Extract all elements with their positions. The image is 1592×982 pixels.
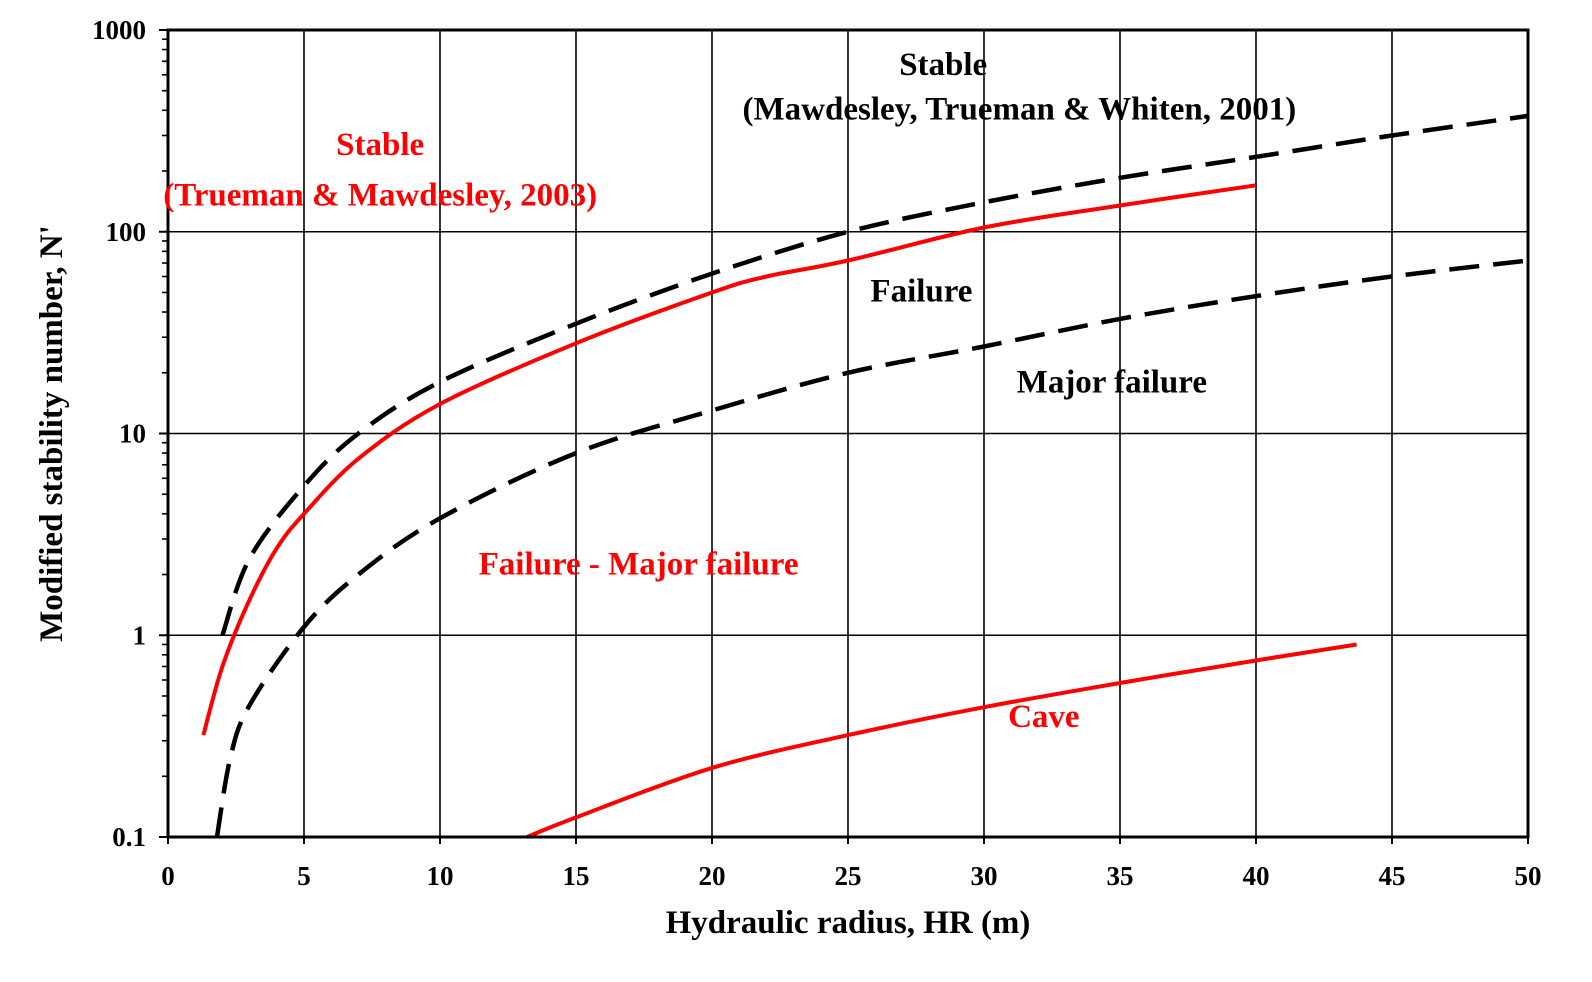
tick-labels: 0 5 10 15 20 25 30 35 40 45 50 0.1 1 10 100 1000 [92, 15, 1542, 891]
x-tick-label: 10 [427, 861, 454, 891]
red-solid-curve-4 [527, 645, 1357, 838]
x-axis-title: Hydraulic radius, HR (m) [666, 905, 1031, 941]
y-axis-title: Modified stability number, N' [34, 225, 70, 642]
x-tick-label: 45 [1379, 861, 1406, 891]
y-tick-label: 1 [133, 620, 147, 650]
x-tick-label: 35 [1107, 861, 1134, 891]
y-tick-label: 1000 [92, 15, 146, 45]
chart-annotation: (Mawdesley, Trueman & Whiten, 2001) [743, 92, 1297, 128]
x-tick-label: 25 [835, 861, 862, 891]
x-tick-label: 30 [971, 861, 998, 891]
y-tick-label: 10 [119, 419, 146, 449]
x-tick-label: 40 [1243, 861, 1270, 891]
y-tick-label: 0.1 [112, 822, 146, 852]
y-tick-label: 100 [106, 217, 147, 247]
chart-annotation: Major failure [1017, 364, 1207, 400]
red-solid-curve-3 [203, 185, 1256, 735]
chart-annotation: Failure [870, 274, 972, 310]
chart-annotation: Cave [1008, 699, 1079, 735]
x-tick-label: 50 [1515, 861, 1542, 891]
black-dashed-curve-2 [217, 261, 1528, 838]
chart-annotation: Failure - Major failure [479, 547, 799, 583]
chart-annotation: Stable [899, 47, 987, 83]
x-tick-label: 0 [161, 861, 175, 891]
chart-annotation: (Trueman & Mawdesley, 2003) [163, 177, 597, 213]
x-tick-label: 15 [563, 861, 590, 891]
x-tick-label: 20 [699, 861, 726, 891]
chart-annotation: Stable [336, 127, 424, 163]
annotations: Stable (Mawdesley, Trueman & Whiten, 2001… [163, 47, 1296, 735]
x-tick-label: 5 [297, 861, 311, 891]
series-layer [203, 116, 1528, 837]
